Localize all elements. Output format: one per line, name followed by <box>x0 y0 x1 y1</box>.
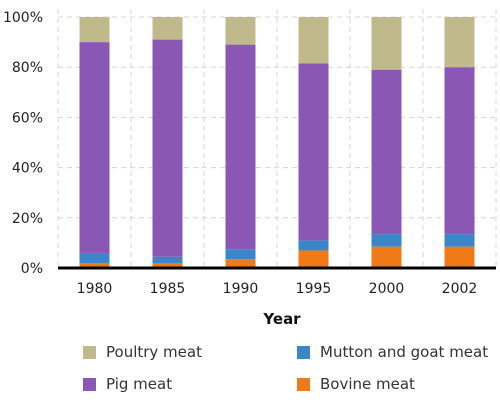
x-tick-label: 2000 <box>369 281 405 297</box>
bar-segment-poultry-meat <box>79 17 110 43</box>
bar-segment-pig-meat <box>79 42 110 253</box>
y-tick-label: 100% <box>3 10 43 26</box>
x-tick-label: 1995 <box>296 281 332 297</box>
legend-label-poultry-meat: Poultry meat <box>106 343 202 361</box>
y-tick-label: 0% <box>21 261 43 277</box>
bar-segment-bovine-meat <box>371 246 402 268</box>
y-tick-label: 20% <box>12 211 43 227</box>
legend-swatch-pig-meat <box>83 378 96 391</box>
legend-swatch-bovine-meat <box>297 378 310 391</box>
legend-swatch-poultry-meat <box>83 346 96 359</box>
bar-segment-pig-meat <box>371 69 402 235</box>
bar-segment-bovine-meat <box>152 262 183 268</box>
bar-segment-mutton-and-goat-meat <box>298 240 329 251</box>
bar-segment-poultry-meat <box>152 17 183 40</box>
bar-segment-pig-meat <box>225 44 256 250</box>
bar-segment-mutton-and-goat-meat <box>79 252 110 263</box>
bar-segment-pig-meat <box>444 67 475 235</box>
bar-segment-mutton-and-goat-meat <box>444 234 475 247</box>
bar-segment-bovine-meat <box>444 246 475 268</box>
bars <box>79 17 475 268</box>
x-tick-label: 1990 <box>223 281 259 297</box>
y-tick-label: 80% <box>12 60 43 76</box>
grid-lines <box>57 9 497 268</box>
bar-segment-poultry-meat <box>371 17 402 70</box>
bar-segment-poultry-meat <box>444 17 475 68</box>
bar-segment-bovine-meat <box>225 259 256 268</box>
y-tick-label: 60% <box>12 110 43 126</box>
bar-segment-pig-meat <box>152 39 183 257</box>
bar-segment-bovine-meat <box>79 262 110 268</box>
x-axis-ticks: 1980 1985 1990 1995 2000 2002 <box>77 281 478 297</box>
bar-segment-bovine-meat <box>298 250 329 268</box>
bar-segment-poultry-meat <box>225 17 256 45</box>
y-tick-label: 40% <box>12 161 43 177</box>
legend-label-pig-meat: Pig meat <box>106 375 172 393</box>
x-tick-label: 1980 <box>77 281 113 297</box>
legend-label-bovine-meat: Bovine meat <box>320 375 415 393</box>
x-tick-label: 2002 <box>442 281 478 297</box>
bar-segment-mutton-and-goat-meat <box>152 256 183 263</box>
x-tick-label: 1985 <box>150 281 186 297</box>
legend: Poultry meat Mutton and goat meat Pig meat… <box>83 343 488 393</box>
x-axis-title: Year <box>262 310 301 328</box>
legend-label-mutton-and-goat-meat: Mutton and goat meat <box>320 343 488 361</box>
bar-segment-poultry-meat <box>298 17 329 64</box>
bar-segment-pig-meat <box>298 63 329 241</box>
legend-swatch-mutton-and-goat-meat <box>297 346 310 359</box>
bar-segment-mutton-and-goat-meat <box>225 249 256 260</box>
bar-segment-mutton-and-goat-meat <box>371 234 402 247</box>
y-axis-ticks: 0% 20% 40% 60% 80% 100% <box>3 10 43 277</box>
